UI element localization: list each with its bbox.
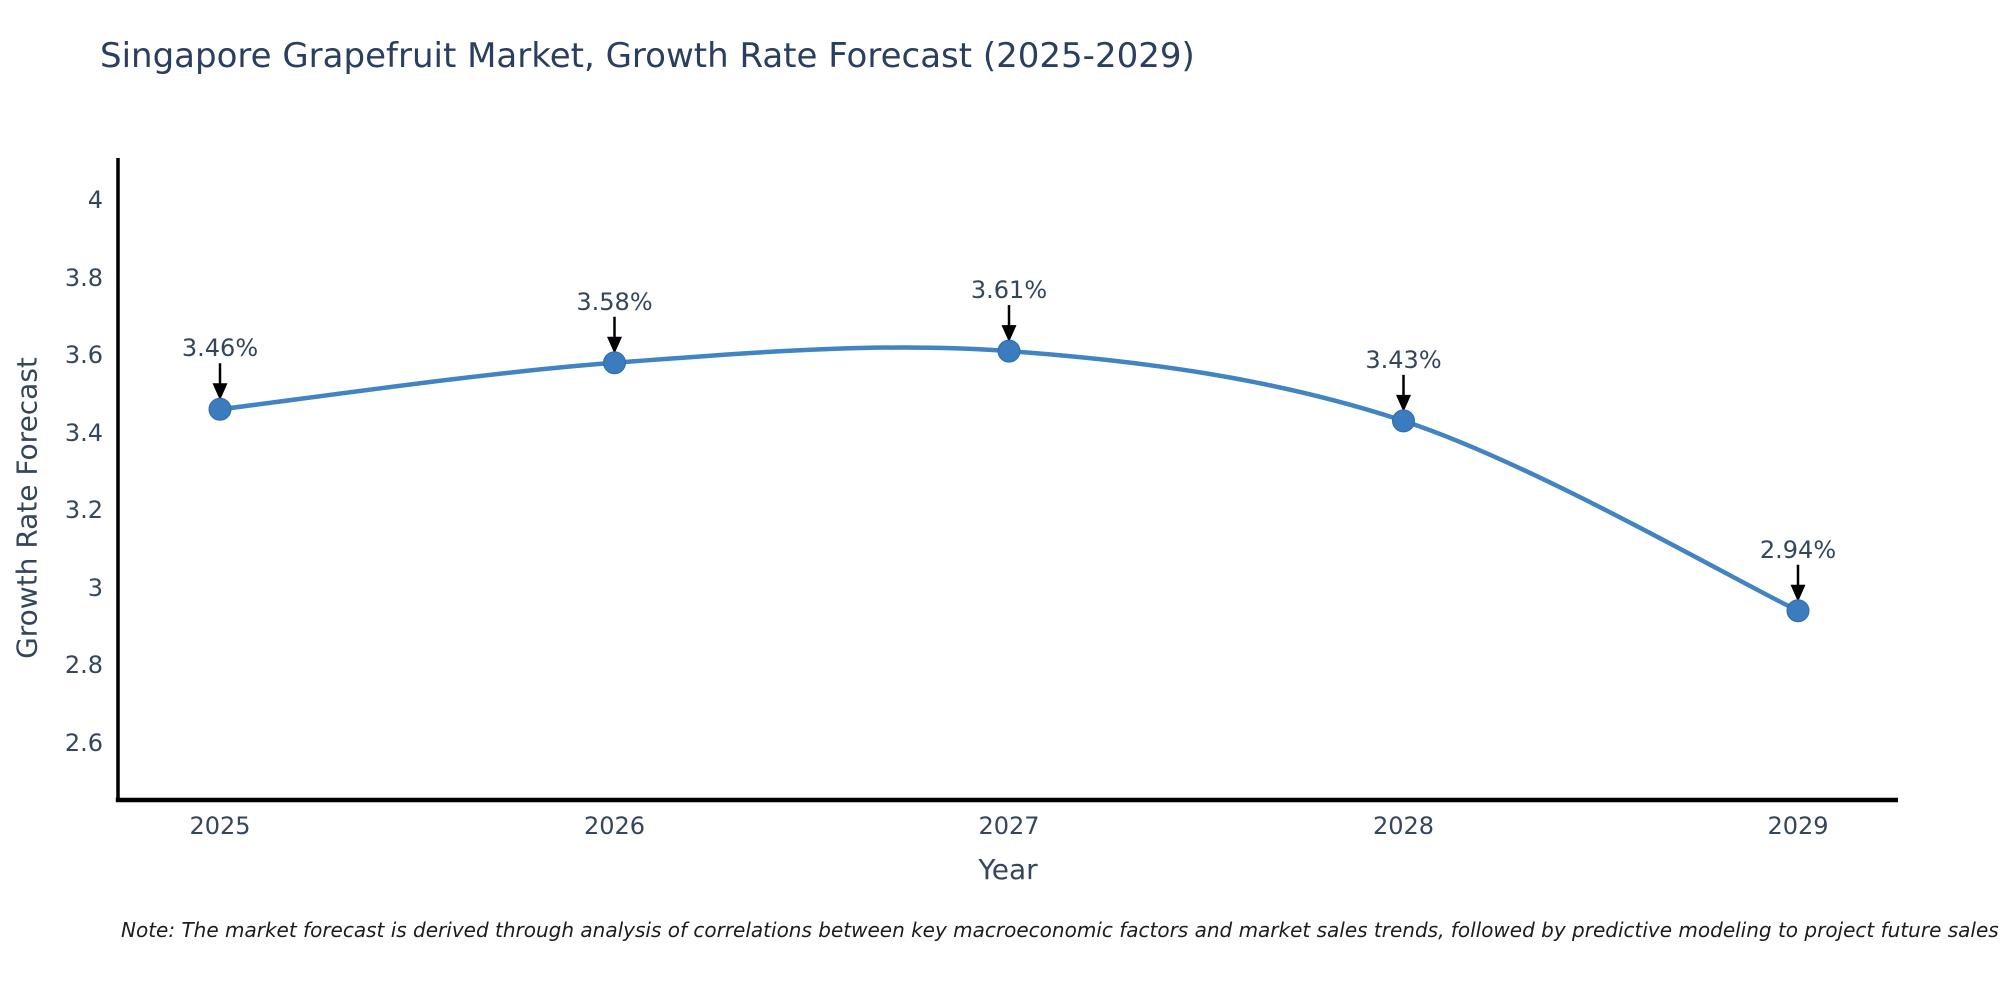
- x-axis-title: Year: [978, 853, 1038, 886]
- data-point[interactable]: [603, 351, 626, 375]
- annotation-arrow-head: [607, 336, 622, 354]
- y-tick-label: 3: [87, 573, 103, 602]
- x-tick-label: 2029: [1767, 812, 1829, 840]
- y-tick-label: 2.8: [64, 651, 103, 679]
- annotation-arrow-head: [1001, 325, 1017, 343]
- y-tick-label: 3.6: [64, 341, 103, 369]
- y-tick-label: 2.6: [64, 728, 103, 757]
- point-value-label: 3.43%: [1365, 345, 1442, 374]
- y-axis-title: Growth Rate Forecast: [10, 357, 44, 659]
- x-tick-label: 2027: [978, 812, 1040, 840]
- y-tick-label: 4: [87, 186, 103, 214]
- x-tick-label: 2026: [583, 812, 646, 840]
- data-point-markers: [208, 339, 1810, 623]
- data-point[interactable]: [1786, 599, 1810, 623]
- point-value-label: 3.58%: [576, 287, 653, 316]
- point-value-label: 2.94%: [1759, 535, 1837, 564]
- data-point[interactable]: [997, 339, 1021, 363]
- annotation-arrow-head: [212, 383, 228, 401]
- point-value-label: 3.61%: [970, 276, 1048, 305]
- y-tick-label: 3.4: [64, 418, 103, 447]
- annotation-arrows: [212, 305, 1806, 602]
- annotation-arrow-head: [1790, 584, 1806, 602]
- y-tick-label: 3.8: [64, 263, 103, 292]
- chart-title: Singapore Grapefruit Market, Growth Rate…: [100, 36, 1195, 76]
- point-value-label: 3.46%: [181, 334, 259, 363]
- annotation-arrow-head: [1396, 394, 1411, 412]
- data-point[interactable]: [208, 397, 232, 421]
- x-tick-label: 2028: [1372, 812, 1435, 840]
- y-tick-label: 3.2: [64, 496, 103, 524]
- data-point[interactable]: [1392, 409, 1415, 433]
- x-tick-label: 2025: [189, 812, 251, 840]
- series-line: [217, 345, 1801, 613]
- footnote: Note: The market forecast is derived thr…: [121, 918, 1999, 942]
